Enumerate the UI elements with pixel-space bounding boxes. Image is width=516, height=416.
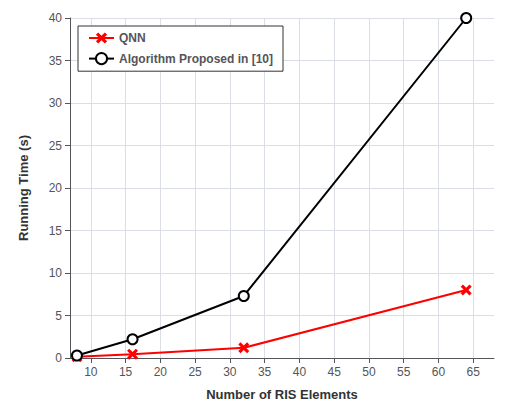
svg-text:65: 65	[466, 365, 480, 379]
svg-text:35: 35	[49, 54, 63, 68]
svg-text:10: 10	[84, 365, 98, 379]
svg-text:30: 30	[49, 96, 63, 110]
svg-text:15: 15	[119, 365, 133, 379]
svg-text:15: 15	[49, 224, 63, 238]
svg-text:20: 20	[49, 181, 63, 195]
svg-text:40: 40	[49, 11, 63, 25]
svg-text:40: 40	[293, 365, 307, 379]
svg-text:Number of RIS Elements: Number of RIS Elements	[206, 387, 358, 402]
svg-text:5: 5	[55, 309, 62, 323]
svg-text:30: 30	[223, 365, 237, 379]
svg-text:35: 35	[258, 365, 272, 379]
svg-text:60: 60	[432, 365, 446, 379]
svg-text:45: 45	[327, 365, 341, 379]
svg-text:25: 25	[49, 139, 63, 153]
svg-text:QNN: QNN	[119, 31, 146, 45]
svg-text:20: 20	[154, 365, 168, 379]
svg-text:10: 10	[49, 266, 63, 280]
svg-text:25: 25	[188, 365, 202, 379]
svg-text:50: 50	[362, 365, 376, 379]
svg-text:Algorithm Proposed in [10]: Algorithm Proposed in [10]	[119, 52, 273, 66]
svg-text:Running Time (s): Running Time (s)	[16, 135, 31, 241]
svg-text:0: 0	[55, 351, 62, 365]
svg-text:55: 55	[397, 365, 411, 379]
